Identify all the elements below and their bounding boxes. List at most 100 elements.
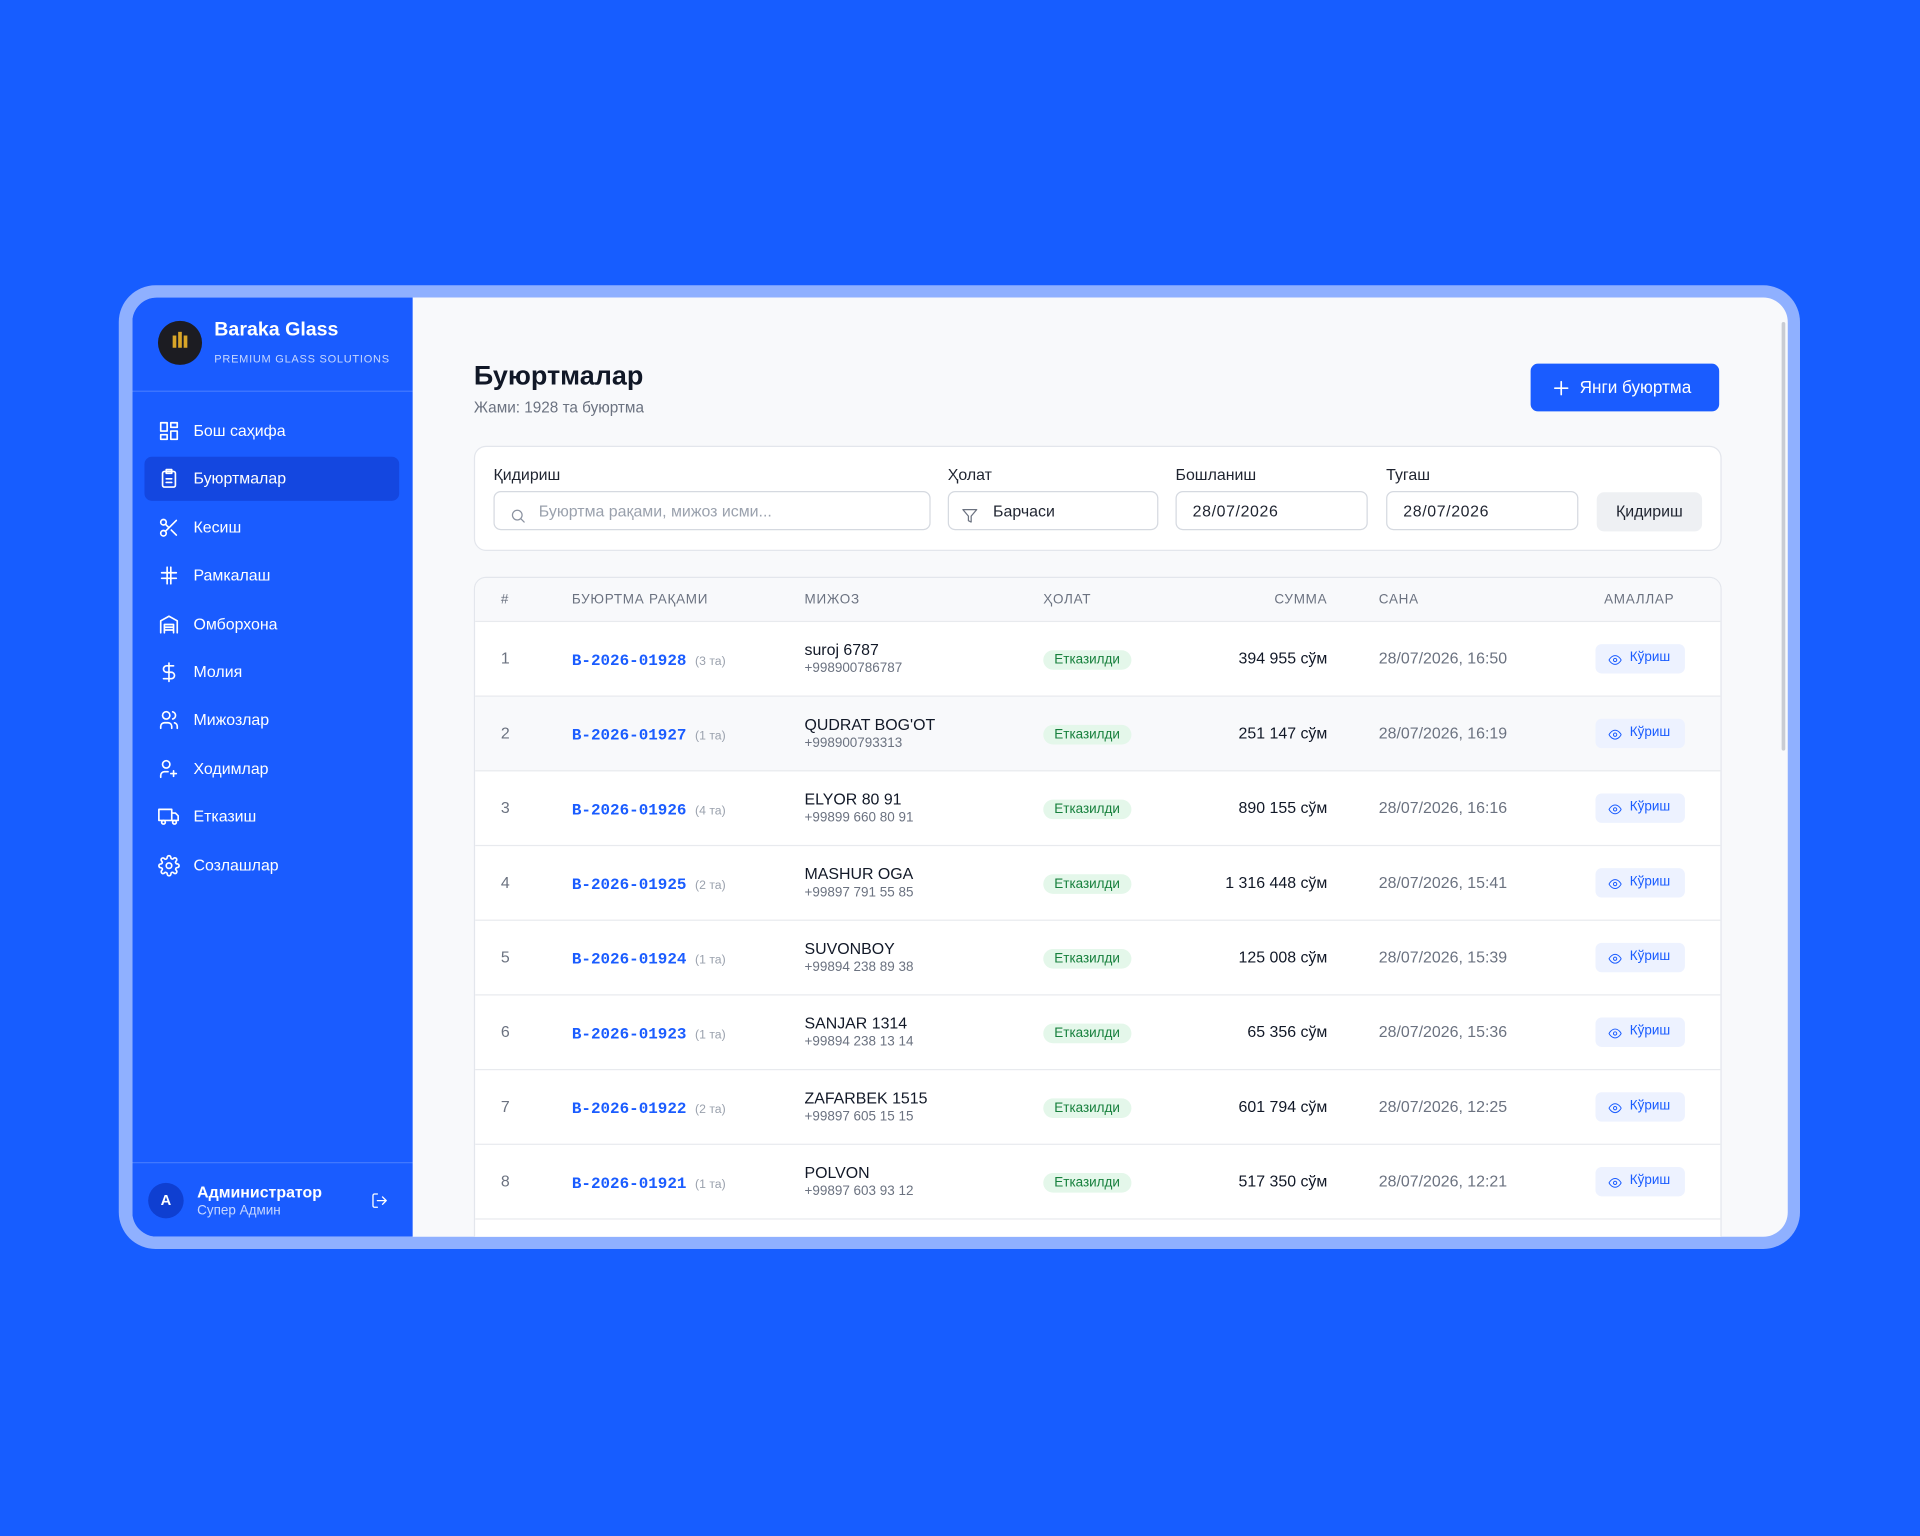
view-button[interactable]: Кўриш xyxy=(1595,1017,1685,1047)
order-number[interactable]: B-2026-01924 xyxy=(571,950,687,969)
filter-label: Бошланиш xyxy=(1175,465,1257,484)
order-items: (3 та) xyxy=(695,655,726,669)
view-button[interactable]: Кўриш xyxy=(1595,644,1685,674)
view-label[interactable]: Кўриш xyxy=(1629,874,1671,889)
plus-icon xyxy=(1550,377,1572,405)
nav-icon xyxy=(158,709,180,737)
view-button[interactable]: Кўриш xyxy=(1595,868,1685,898)
table-row[interactable]: 5 B-2026-01924 (1 та) SUVONBOY +99894 238 89… xyxy=(475,919,1721,996)
icon-svg xyxy=(1608,879,1622,889)
order-number[interactable]: B-2026-01921 xyxy=(571,1174,687,1193)
eye-icon xyxy=(1608,803,1622,820)
client-name: QUDRAT BOG'OT xyxy=(804,715,936,734)
order-sum: 1 316 448 сўм xyxy=(1225,873,1328,892)
view-button[interactable]: Кўриш xyxy=(1595,942,1685,973)
eye-icon xyxy=(1608,653,1622,670)
order-number[interactable]: B-2026-01925 xyxy=(571,875,687,894)
order-sum: 65 356 сўм xyxy=(1247,1022,1328,1041)
order-date: 28/07/2026, 16:50 xyxy=(1378,648,1508,668)
table-row[interactable]: 8 B-2026-01921 (1 та) POLVON +99897 603 93 1… xyxy=(475,1143,1721,1220)
nav-item[interactable]: Етказиш xyxy=(193,807,257,826)
user-role: Супер Админ xyxy=(197,1203,281,1219)
logout-icon xyxy=(371,1192,389,1215)
row-number: 8 xyxy=(500,1171,510,1191)
client-phone: +99894 238 13 14 xyxy=(804,1034,914,1050)
view-label[interactable]: Кўриш xyxy=(1629,724,1671,740)
start-date-value: 28/07/2026 xyxy=(1192,502,1279,521)
nav-item[interactable]: Молия xyxy=(193,662,243,681)
new-order-label[interactable]: Янги буюртма xyxy=(1579,377,1692,397)
page-title: Буюртмалар xyxy=(473,360,644,391)
client-phone: +99897 791 55 85 xyxy=(804,885,914,901)
brand-name: Baraka Glass xyxy=(214,319,339,341)
nav-item[interactable]: Мижозлар xyxy=(193,710,270,730)
order-sum: 394 955 сўм xyxy=(1238,648,1328,668)
table-row[interactable]: 1 B-2026-01928 (3 та) suroj 6787 +9989007867… xyxy=(475,620,1721,697)
row-number: 4 xyxy=(500,873,510,892)
eye-icon xyxy=(1608,1176,1622,1193)
order-cell: B-2026-01924 (1 та) xyxy=(571,949,726,969)
column-header: # xyxy=(500,592,510,608)
search-button[interactable]: Қидириш xyxy=(1596,492,1703,532)
row-number: 7 xyxy=(500,1097,510,1116)
row-number: 2 xyxy=(500,723,510,743)
client-phone: +99897 605 15 15 xyxy=(804,1109,914,1125)
view-label[interactable]: Кўриш xyxy=(1629,1098,1671,1114)
view-button[interactable]: Кўриш xyxy=(1595,1092,1685,1122)
order-date: 28/07/2026, 15:39 xyxy=(1378,947,1508,967)
order-number[interactable]: B-2026-01923 xyxy=(571,1024,687,1044)
order-items: (1 та) xyxy=(695,729,726,744)
view-label[interactable]: Кўриш xyxy=(1629,650,1671,665)
order-items: (2 та) xyxy=(695,1103,726,1117)
view-button[interactable]: Кўриш xyxy=(1595,1166,1685,1197)
view-button[interactable]: Кўриш xyxy=(1595,793,1685,823)
order-sum: 125 008 сўм xyxy=(1238,947,1328,967)
order-number[interactable]: B-2026-01927 xyxy=(571,726,687,745)
row-number: 1 xyxy=(500,648,510,668)
scrollbar xyxy=(1781,322,1786,751)
table-row[interactable]: 2 B-2026-01927 (1 та) QUDRAT BOG'OT +9989007… xyxy=(475,695,1721,772)
view-button[interactable]: Кўриш xyxy=(1595,718,1685,749)
nav-item[interactable]: Ходимлар xyxy=(193,758,269,778)
view-label[interactable]: Кўриш xyxy=(1629,799,1671,815)
start-date[interactable]: 28/07/2026 xyxy=(1175,491,1368,531)
nav-icon xyxy=(158,613,180,641)
table-row[interactable]: 7 B-2026-01922 (2 та) ZAFARBEK 1515 +99897 6… xyxy=(475,1068,1721,1145)
view-label[interactable]: Кўриш xyxy=(1629,1023,1671,1039)
client-name: SUVONBOY xyxy=(804,939,895,958)
order-number[interactable]: B-2026-01928 xyxy=(571,651,687,670)
table-row[interactable]: 6 B-2026-01923 (1 та) SANJAR 1314 +99894 238… xyxy=(475,994,1721,1070)
order-items: (1 та) xyxy=(695,1028,726,1043)
view-label[interactable]: Кўриш xyxy=(1629,948,1671,964)
nav-item[interactable]: Созлашлар xyxy=(193,855,279,874)
nav-item[interactable]: Буюртмалар xyxy=(193,469,287,488)
order-number[interactable]: B-2026-01922 xyxy=(571,1099,687,1118)
new-order-button[interactable]: Янги буюртма xyxy=(1530,363,1720,412)
nav-item[interactable]: Омборхона xyxy=(193,614,278,633)
eye-icon xyxy=(1608,877,1622,894)
order-date: 28/07/2026, 16:19 xyxy=(1378,723,1508,743)
divider xyxy=(132,1162,413,1164)
order-cell: B-2026-01922 (2 та) xyxy=(572,1098,726,1118)
end-date[interactable]: 28/07/2026 xyxy=(1386,491,1579,531)
status-select[interactable]: Барчаси xyxy=(947,491,1159,531)
status-badge: Етказилди xyxy=(1043,948,1131,969)
icon-svg xyxy=(159,759,178,778)
nav-item[interactable]: Рамкалаш xyxy=(193,565,271,585)
icon-svg xyxy=(161,469,177,489)
status-badge: Етказилди xyxy=(1043,1098,1131,1118)
nav-icon xyxy=(158,854,180,882)
order-number[interactable]: B-2026-01926 xyxy=(571,800,687,820)
nav-item[interactable]: Кесиш xyxy=(193,517,242,537)
icon-svg xyxy=(1553,380,1569,396)
search-input[interactable]: Буюртма рақами, мижоз исми... xyxy=(493,491,931,531)
view-label[interactable]: Кўриш xyxy=(1629,1173,1671,1188)
table-row[interactable]: 4 B-2026-01925 (2 та) MASHUR OGA +99897 791 … xyxy=(475,844,1721,921)
logo xyxy=(157,320,203,365)
nav-icon xyxy=(158,420,180,448)
table-row[interactable]: 3 B-2026-01926 (4 та) ELYOR 80 91 +99899 660… xyxy=(475,770,1721,846)
icon-svg xyxy=(1608,953,1622,964)
order-items: (2 та) xyxy=(695,879,726,893)
nav-item[interactable]: Бош саҳифа xyxy=(193,421,286,440)
